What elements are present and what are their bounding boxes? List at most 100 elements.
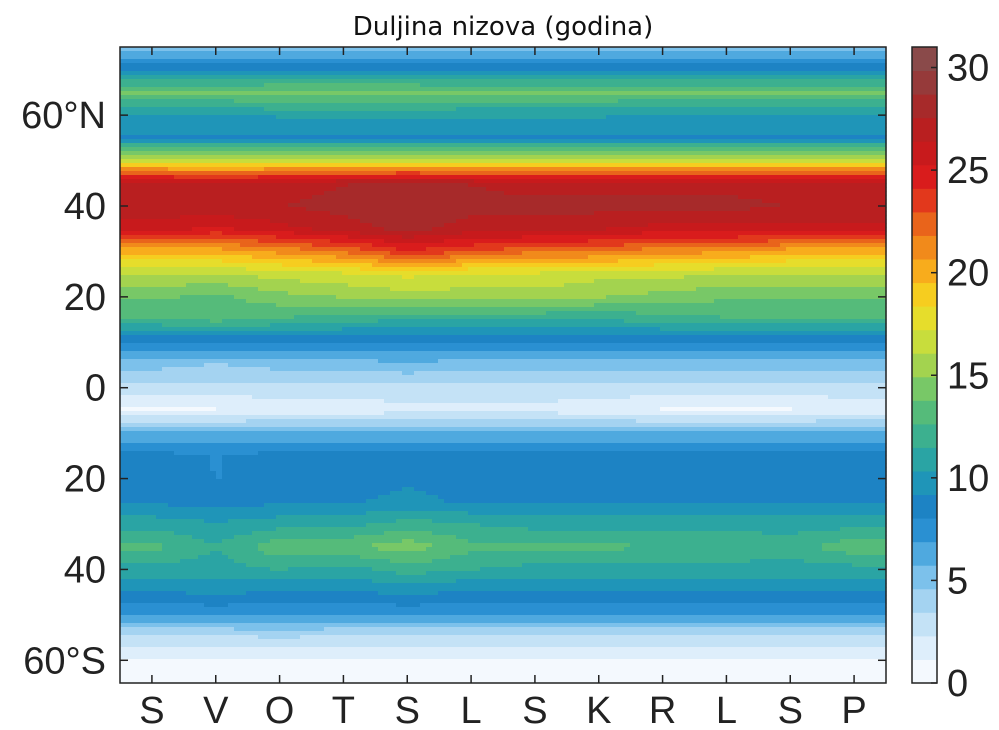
heatmap-cell [276,151,283,156]
heatmap-cell [432,119,439,124]
heatmap-cell [786,115,793,120]
heatmap-cell [300,99,307,104]
heatmap-cell [420,75,427,80]
heatmap-cell [270,163,277,168]
heatmap-cell [768,55,775,60]
heatmap-cell [198,159,205,164]
heatmap-cell [456,179,463,184]
heatmap-cell [678,79,685,84]
heatmap-cell [768,107,775,112]
heatmap-cell [660,95,667,100]
heatmap-cell [798,175,805,180]
heatmap-cell [504,83,511,88]
heatmap-cell [366,187,373,192]
heatmap-cell [492,67,499,72]
heatmap-cell [636,195,643,200]
heatmap-cell [180,143,187,148]
heatmap-cell [318,87,325,92]
heatmap-cell [804,135,811,140]
heatmap-cell [366,75,373,80]
heatmap-cell [156,123,163,128]
heatmap-cell [510,75,517,80]
heatmap-cell [264,123,271,128]
heatmap-cell [510,159,517,164]
heatmap-cell [504,183,511,188]
heatmap-cell [282,115,289,120]
heatmap-cell [858,103,865,108]
heatmap-cell [252,155,259,160]
heatmap-cell [816,139,823,144]
heatmap-cell [474,107,481,112]
heatmap-cell [720,127,727,132]
heatmap-cell [786,87,793,92]
heatmap-cell [378,155,385,160]
heatmap-cell [204,159,211,164]
heatmap-cell [462,135,469,140]
heatmap-cell [300,175,307,180]
heatmap-cell [780,191,787,196]
heatmap-cell [156,127,163,132]
heatmap-cell [456,143,463,148]
heatmap-cell [420,115,427,120]
heatmap-cell [246,115,253,120]
heatmap-cell [204,175,211,180]
heatmap-cell [522,175,529,180]
heatmap-cell [432,71,439,76]
heatmap-cell [654,195,661,200]
heatmap-cell [216,175,223,180]
heatmap-cell [540,163,547,168]
heatmap-cell [690,99,697,104]
heatmap-cell [738,199,745,204]
heatmap-cell [294,91,301,96]
heatmap-cell [402,187,409,192]
heatmap-cell [330,183,337,188]
heatmap-cell [690,175,697,180]
heatmap-cell [282,155,289,160]
heatmap-cell [498,59,505,64]
heatmap-cell [216,111,223,116]
heatmap-cell [168,51,175,56]
heatmap-cell [402,71,409,76]
heatmap-cell [618,99,625,104]
heatmap-cell [294,95,301,100]
heatmap-cell [402,91,409,96]
heatmap-cell [360,91,367,96]
heatmap-cell [864,111,871,116]
heatmap-cell [240,99,247,104]
heatmap-cell [468,155,475,160]
heatmap-cell [780,59,787,64]
heatmap-cell [276,171,283,176]
heatmap-cell [402,175,409,180]
heatmap-cell [552,179,559,184]
heatmap-cell [294,135,301,140]
heatmap-cell [198,199,205,204]
heatmap-cell [588,187,595,192]
heatmap-cell [324,143,331,148]
heatmap-cell [486,163,493,168]
heatmap-cell [396,99,403,104]
heatmap-cell [282,75,289,80]
heatmap-cell [564,95,571,100]
heatmap-cell [138,63,145,68]
heatmap-cell [792,107,799,112]
heatmap-cell [234,191,241,196]
heatmap-cell [228,51,235,56]
heatmap-cell [666,119,673,124]
heatmap-cell [762,131,769,136]
heatmap-cell [846,55,853,60]
heatmap-cell [462,183,469,188]
heatmap-cell [210,71,217,76]
heatmap-cell [174,95,181,100]
heatmap-cell [180,155,187,160]
heatmap-cell [534,147,541,152]
heatmap-cell [294,99,301,104]
heatmap-cell [480,135,487,140]
heatmap-cell [750,99,757,104]
heatmap-cell [450,155,457,160]
heatmap-cell [636,55,643,60]
heatmap-cell [648,147,655,152]
heatmap-cell [666,95,673,100]
heatmap-cell [714,135,721,140]
heatmap-cell [132,51,139,56]
heatmap-cell [738,107,745,112]
